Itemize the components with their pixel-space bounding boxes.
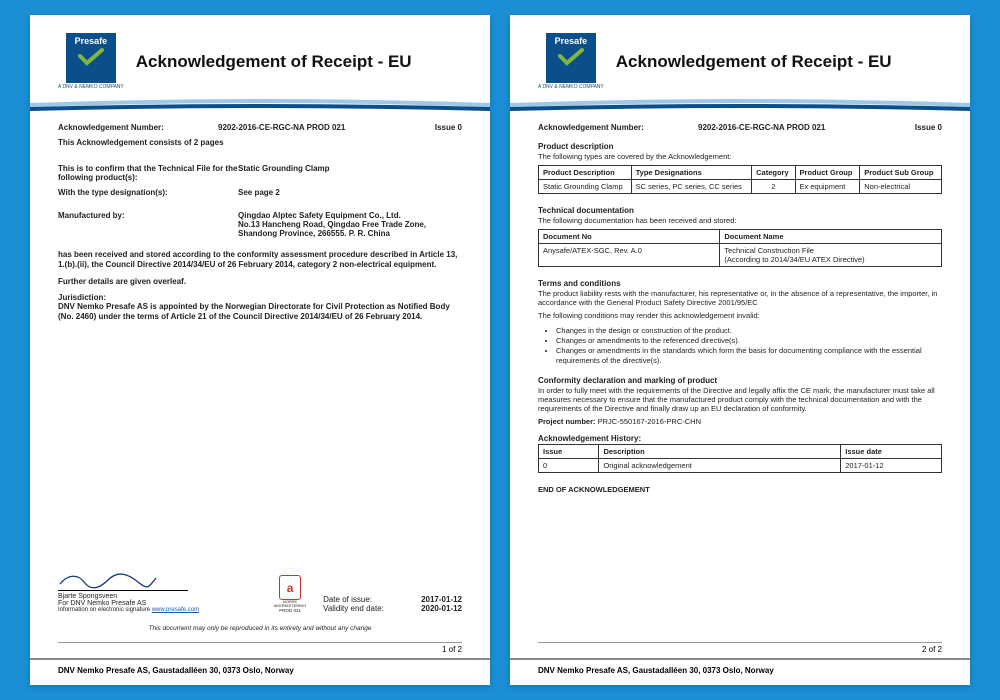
- stamp-code: PROD 021: [279, 608, 301, 613]
- consists-text: This Acknowledgement consists of 2 pages: [58, 138, 462, 148]
- presafe-logo: Presafe A DNV & NEMKO COMPANY: [58, 33, 124, 91]
- date-issue-label: Date of issue:: [323, 595, 413, 604]
- validity-end-label: Validity end date:: [323, 604, 413, 613]
- table-header: Type Designations: [631, 165, 752, 179]
- logo-brand: Presafe: [555, 36, 588, 46]
- accreditation-stamp: a NORSK AKKREDITERING PROD 021: [275, 575, 305, 613]
- ack-number-row: Acknowledgement Number: 9202-2016-CE-RGC…: [58, 123, 462, 132]
- tech-doc-table: Document No Document Name Anysafe/ATEX-S…: [538, 229, 942, 267]
- history-table: Issue Description Issue date 0 Original …: [538, 444, 942, 473]
- table-header: Product Description: [539, 165, 632, 179]
- footer-address: DNV Nemko Presafe AS, Gaustadalléen 30, …: [30, 658, 490, 685]
- logo-checkmark-icon: [78, 48, 104, 66]
- logo-subline: A DNV & NEMKO COMPANY: [58, 85, 124, 91]
- page-header: Presafe A DNV & NEMKO COMPANY Acknowledg…: [538, 33, 942, 91]
- product-name: Static Grounding Clamp: [238, 164, 462, 182]
- conformity-text: In order to fully meet with the requirem…: [538, 386, 942, 413]
- confirm-label: This is to confirm that the Technical Fi…: [58, 164, 238, 182]
- table-row: Anysafe/ATEX-SGC, Rev. A.0 Technical Con…: [539, 243, 942, 266]
- table-header: Document Name: [720, 229, 942, 243]
- overleaf-text: Further details are given overleaf.: [58, 277, 462, 287]
- terms-p1: The product liability rests with the man…: [538, 289, 942, 307]
- stamp-label: NORSK AKKREDITERING: [274, 600, 307, 608]
- jurisdiction-text: DNV Nemko Presafe AS is appointed by the…: [58, 302, 462, 323]
- project-number-label: Project number:: [538, 417, 596, 426]
- table-header: Issue: [539, 445, 599, 459]
- document-title: Acknowledgement of Receipt - EU: [616, 52, 942, 72]
- jurisdiction-heading: Jurisdiction:: [58, 293, 462, 302]
- terms-p2: The following conditions may render this…: [538, 311, 942, 320]
- table-row: 0 Original acknowledgement 2017-01-12: [539, 459, 942, 473]
- list-item: Changes or amendments to the referenced …: [556, 336, 942, 345]
- received-stored-text: has been received and stored according t…: [58, 250, 462, 271]
- dates-block: Date of issue: 2017-01-12 Validity end da…: [323, 595, 462, 613]
- terms-bullets: Changes in the design or construction of…: [538, 326, 942, 367]
- table-row: Static Grounding Clamp SC series, PC ser…: [539, 179, 942, 193]
- table-header: Issue date: [841, 445, 942, 459]
- document-title: Acknowledgement of Receipt - EU: [136, 52, 462, 72]
- type-designation-label: With the type designation(s):: [58, 188, 238, 197]
- signatory-for: For DNV Nemko Presafe AS: [58, 600, 257, 607]
- signature-block: Bjarte Spongsveen For DNV Nemko Presafe …: [58, 572, 257, 613]
- ack-number-label: Acknowledgement Number:: [58, 123, 218, 132]
- list-item: Changes or amendments in the standards w…: [556, 346, 942, 365]
- sig-info-link[interactable]: www.presafe.com: [152, 607, 199, 613]
- signatory-name: Bjarte Spongsveen: [58, 593, 257, 600]
- footer-address: DNV Nemko Presafe AS, Gaustadalléen 30, …: [510, 658, 970, 685]
- conformity-heading: Conformity declaration and marking of pr…: [538, 376, 942, 385]
- table-header: Product Group: [795, 165, 860, 179]
- document-page-1: Presafe A DNV & NEMKO COMPANY Acknowledg…: [30, 15, 490, 685]
- header-swoosh-icon: [510, 99, 970, 113]
- ack-number-value: 9202-2016-CE-RGC-NA PROD 021: [218, 123, 412, 132]
- manufacturer-address: Qingdao Alptec Safety Equipment Co., Ltd…: [238, 211, 462, 238]
- tech-doc-sub: The following documentation has been rec…: [538, 216, 942, 225]
- table-header: Product Sub Group: [860, 165, 942, 179]
- ack-number-value: 9202-2016-CE-RGC-NA PROD 021: [698, 123, 892, 132]
- table-header: Document No: [539, 229, 720, 243]
- signature-scribble-icon: [58, 572, 257, 590]
- terms-heading: Terms and conditions: [538, 279, 942, 288]
- product-description-heading: Product description: [538, 142, 942, 151]
- document-page-2: Presafe A DNV & NEMKO COMPANY Acknowledg…: [510, 15, 970, 685]
- project-number-value: PRJC-550167-2016-PRC-CHN: [598, 417, 701, 426]
- ack-number-label: Acknowledgement Number:: [538, 123, 698, 132]
- reproduction-disclaimer: This document may only be reproduced in …: [58, 625, 462, 632]
- product-table: Product Description Type Designations Ca…: [538, 165, 942, 194]
- header-swoosh-icon: [30, 99, 490, 113]
- tech-doc-heading: Technical documentation: [538, 206, 942, 215]
- issue-value: Issue 0: [412, 123, 462, 132]
- type-designation-value: See page 2: [238, 188, 462, 197]
- logo-checkmark-icon: [558, 48, 584, 66]
- logo-subline: A DNV & NEMKO COMPANY: [538, 85, 604, 91]
- list-item: Changes in the design or construction of…: [556, 326, 942, 335]
- page-header: Presafe A DNV & NEMKO COMPANY Acknowledg…: [58, 33, 462, 91]
- product-description-sub: The following types are covered by the A…: [538, 152, 942, 161]
- logo-brand: Presafe: [75, 36, 108, 46]
- issue-value: Issue 0: [892, 123, 942, 132]
- page-number: 1 of 2: [30, 643, 490, 658]
- history-heading: Acknowledgement History:: [538, 434, 942, 443]
- validity-end-value: 2020-01-12: [421, 604, 462, 613]
- ack-number-row: Acknowledgement Number: 9202-2016-CE-RGC…: [538, 123, 942, 132]
- presafe-logo: Presafe A DNV & NEMKO COMPANY: [538, 33, 604, 91]
- page-number: 2 of 2: [510, 643, 970, 658]
- signature-row: Bjarte Spongsveen For DNV Nemko Presafe …: [58, 572, 462, 613]
- table-header: Category: [752, 165, 795, 179]
- end-of-ack: END OF ACKNOWLEDGEMENT: [538, 485, 942, 494]
- table-header: Description: [599, 445, 841, 459]
- manufacturer-label: Manufactured by:: [58, 211, 238, 238]
- sig-info-text: Information on electronic signature: [58, 607, 152, 613]
- date-issue-value: 2017-01-12: [421, 595, 462, 604]
- stamp-icon: a: [279, 575, 301, 600]
